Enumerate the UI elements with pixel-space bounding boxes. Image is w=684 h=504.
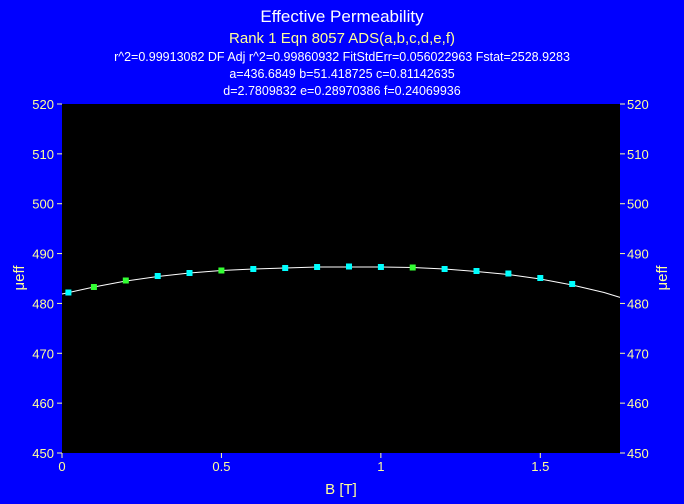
x-tick-label: 1.5 xyxy=(531,459,549,474)
data-point xyxy=(314,264,321,270)
y-axis-label-right: μeff xyxy=(654,265,671,291)
data-point xyxy=(537,275,544,281)
data-point xyxy=(505,270,512,277)
y-tick-label-right: 470 xyxy=(627,346,649,361)
y-tick-label-left: 450 xyxy=(32,446,54,461)
data-point xyxy=(90,284,97,290)
axis-ticks: 450 450 460 460 470 470 480 480 490 490 500 500 510 5… xyxy=(32,97,648,474)
data-point xyxy=(346,263,352,270)
fit-statistics-line: r^2=0.99913082 DF Adj r^2=0.99860932 Fit… xyxy=(114,50,570,64)
y-tick-label-left: 490 xyxy=(32,247,54,262)
y-tick-label-right: 520 xyxy=(627,97,649,112)
data-point xyxy=(377,264,384,270)
y-tick-label-left: 480 xyxy=(32,296,54,311)
x-tick-label: 0.5 xyxy=(212,459,230,474)
y-tick-label-right: 490 xyxy=(627,247,649,262)
data-points-layer xyxy=(65,263,576,296)
data-point xyxy=(122,277,129,284)
data-point xyxy=(65,289,72,296)
data-point xyxy=(282,265,289,271)
x-axis-label: B [T] xyxy=(325,481,357,498)
fit-parameters-line-1: a=436.6849 b=51.418725 c=0.81142635 xyxy=(229,67,454,81)
fit-parameters-line-2: d=2.7809832 e=0.28970386 f=0.24069936 xyxy=(223,84,460,98)
y-tick-label-right: 460 xyxy=(627,396,649,411)
chart-subtitle: Rank 1 Eqn 8057 ADS(a,b,c,d,e,f) xyxy=(229,30,455,47)
y-tick-label-left: 460 xyxy=(32,396,54,411)
data-point xyxy=(250,266,257,272)
data-point xyxy=(186,270,193,276)
data-point xyxy=(569,281,576,287)
x-tick-label: 0 xyxy=(58,459,65,474)
y-tick-label-left: 500 xyxy=(32,197,54,212)
y-tick-label-left: 520 xyxy=(32,97,54,112)
y-tick-label-left: 510 xyxy=(32,147,54,162)
y-tick-label-right: 510 xyxy=(627,147,649,162)
data-point xyxy=(218,267,225,274)
y-tick-label-left: 470 xyxy=(32,346,54,361)
data-point xyxy=(154,273,161,279)
y-tick-label-right: 450 xyxy=(627,446,649,461)
chart-title: Effective Permeability xyxy=(260,7,424,26)
data-point xyxy=(473,268,480,274)
x-tick-label: 1 xyxy=(377,459,384,474)
y-axis-label-left: μeff xyxy=(11,265,28,291)
y-tick-label-right: 500 xyxy=(627,197,649,212)
data-point xyxy=(409,264,416,271)
data-point xyxy=(441,266,448,272)
y-tick-label-right: 480 xyxy=(627,296,649,311)
